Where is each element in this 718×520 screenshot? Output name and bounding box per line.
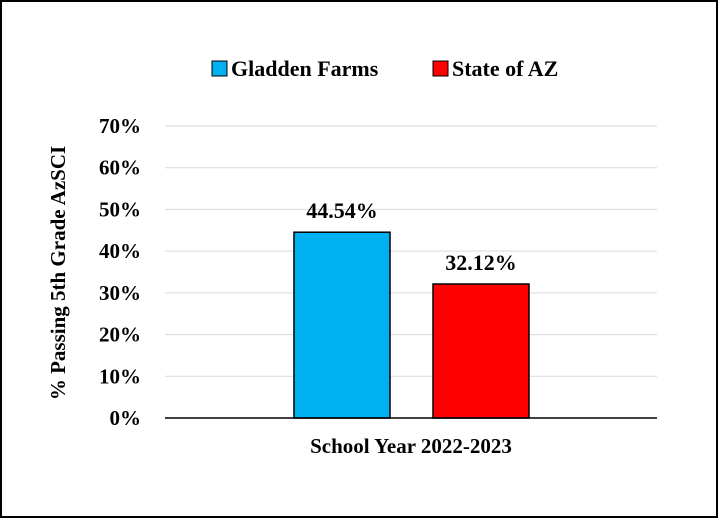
y-tick-label: 70% [99,114,141,138]
y-tick-label: 60% [99,156,141,180]
y-tick-label: 20% [99,323,141,347]
y-tick-label: 0% [110,406,142,430]
legend-swatch-state-of-az [432,60,449,77]
y-tick-label: 10% [99,364,141,388]
y-tick-label: 30% [99,281,141,305]
y-tick-label: 50% [99,197,141,221]
chart-legend: Gladden Farms State of AZ [211,56,558,81]
legend-label-state-of-az: State of AZ [452,56,558,81]
legend-swatch-gladden-farms [211,60,228,77]
y-axis-title: % Passing 5th Grade AzSCI [46,146,70,400]
legend-label-gladden-farms: Gladden Farms [231,56,379,81]
x-axis-title: School Year 2022-2023 [310,434,512,458]
bar-state-of-az [432,283,530,419]
bar-gladden-farms [293,231,391,419]
y-axis-ticks: 0% 10% 20% 30% 40% 50% 60% 70% [99,114,141,430]
data-label: 32.12% [445,250,517,275]
y-tick-label: 40% [99,239,141,263]
data-labels: 44.54% 32.12% [306,198,517,275]
data-label: 44.54% [306,198,378,223]
gridlines [165,125,657,377]
